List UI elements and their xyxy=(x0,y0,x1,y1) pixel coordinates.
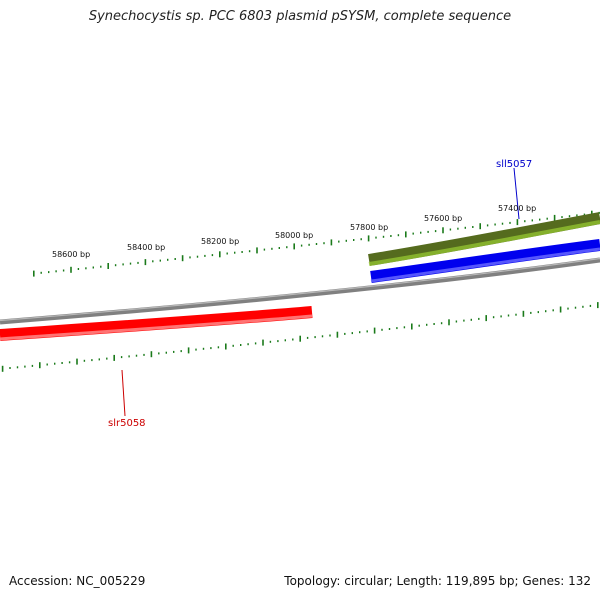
backbone-arc xyxy=(0,257,600,325)
sll5057-leader xyxy=(513,167,520,220)
map-title: Synechocystis sp. PCC 6803 plasmid pSYSM… xyxy=(88,9,512,24)
gene-label-slr5058[interactable]: slr5058 xyxy=(108,418,146,429)
scale-label: 57800 bp xyxy=(350,223,388,232)
scale-label: 57400 bp xyxy=(498,204,536,213)
outer-scale-ticks xyxy=(32,210,600,277)
scale-label: 58400 bp xyxy=(127,243,165,252)
gene-slr5058[interactable] xyxy=(0,306,313,341)
scale-label: 58000 bp xyxy=(275,231,313,240)
inner-scale-ticks xyxy=(1,302,599,372)
summary-text: Topology: circular; Length: 119,895 bp; … xyxy=(284,574,591,588)
scale-label: 57600 bp xyxy=(424,214,462,223)
gene-sll5057[interactable] xyxy=(370,239,600,283)
accession-text: Accession: NC_005229 xyxy=(9,574,146,588)
cds-feature-sll5057[interactable] xyxy=(368,212,600,266)
scale-label: 58600 bp xyxy=(52,250,90,259)
scale-label: 58200 bp xyxy=(201,237,239,246)
gene-label-sll5057[interactable]: sll5057 xyxy=(496,159,532,170)
slr5058-leader xyxy=(121,369,126,417)
